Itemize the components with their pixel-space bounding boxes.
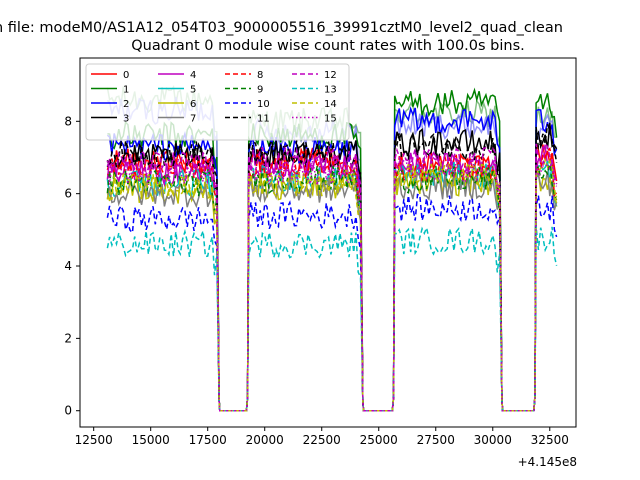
legend-frame: [85, 63, 350, 141]
legend-entry: 3: [123, 114, 129, 125]
y-tick-label: 2: [64, 331, 72, 345]
legend-entry: 8: [257, 70, 263, 81]
x-tick-label: 12500: [75, 433, 113, 447]
legend-entry: 5: [190, 85, 196, 96]
legend-entry: 2: [123, 99, 129, 110]
y-tick-label: 4: [64, 259, 72, 273]
series-line-7: [106, 171, 558, 412]
legend-entry: 1: [123, 85, 129, 96]
x-tick-label: 20000: [246, 433, 284, 447]
legend-entry: 13: [324, 85, 337, 96]
series-line-13: [106, 225, 558, 412]
x-tick-label: 17500: [189, 433, 227, 447]
y-tick-label: 8: [64, 114, 72, 128]
legend-entry: 6: [190, 99, 196, 110]
plot-frame: [79, 57, 577, 428]
x-tick-label: 22500: [303, 433, 341, 447]
y-tick-label: 6: [64, 187, 72, 201]
series-line-8: [107, 147, 558, 412]
legend-entry: 7: [190, 114, 196, 125]
series-line-10: [106, 193, 558, 412]
x-tick-label: 32500: [531, 433, 569, 447]
series-line-2: [106, 106, 558, 412]
legend-entry: 14: [324, 99, 337, 110]
series-layer: [106, 85, 558, 412]
x-tick-label: 25000: [360, 433, 398, 447]
legend-entry: 10: [257, 99, 270, 110]
y-tick-label: 0: [64, 404, 72, 418]
figure-suptitle: n file: modeM0/AS1A12_054T03_9000005516_…: [0, 20, 563, 36]
series-line-15: [106, 155, 557, 412]
x-axis-offset-label: +4.145e8: [518, 455, 577, 469]
series-line-14: [106, 157, 558, 412]
x-tick-label: 30000: [474, 433, 512, 447]
y-axis: 0 2 4 6 8: [64, 114, 80, 418]
legend-entry: 9: [257, 85, 263, 96]
series-line-11: [106, 124, 558, 412]
chart-title: Quadrant 0 module wise count rates with …: [131, 38, 525, 54]
legend-entry: 12: [324, 70, 337, 81]
x-tick-label: 27500: [417, 433, 455, 447]
legend-entry: 0: [123, 70, 129, 81]
legend-entry: 11: [257, 114, 270, 125]
x-tick-label: 15000: [132, 433, 170, 447]
legend-entry: 4: [190, 70, 196, 81]
x-axis: 12500 15000 17500 20000 22500 25000 27500 30000…: [75, 427, 569, 447]
legend-entry: 15: [324, 114, 337, 125]
